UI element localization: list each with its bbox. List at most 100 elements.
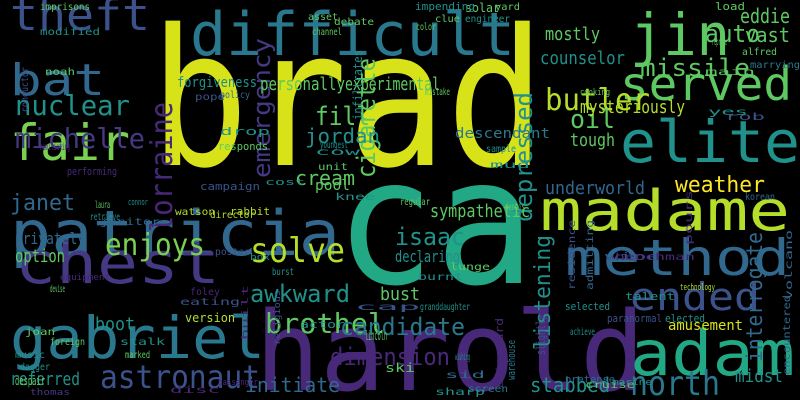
word: residence bbox=[567, 220, 578, 290]
word: screen bbox=[468, 384, 508, 395]
word: rob bbox=[725, 112, 765, 123]
word: cow bbox=[315, 147, 362, 158]
word: sharp bbox=[435, 387, 485, 398]
word: encountered bbox=[782, 295, 793, 375]
word: lunge bbox=[450, 262, 490, 273]
word: equipment bbox=[60, 273, 110, 283]
word: paranormal bbox=[607, 312, 662, 325]
word: personally bbox=[260, 74, 345, 95]
word: michelle bbox=[15, 122, 145, 155]
word: retrieve bbox=[90, 212, 120, 223]
word: despair bbox=[15, 374, 45, 388]
word: performing bbox=[67, 165, 117, 178]
word: mistake bbox=[425, 87, 450, 98]
word: pours bbox=[684, 190, 695, 245]
word: built bbox=[241, 285, 251, 340]
word: eating bbox=[180, 297, 240, 308]
word: disc bbox=[170, 385, 220, 396]
word: ended bbox=[630, 275, 760, 319]
word: weather bbox=[675, 173, 765, 198]
word: laura bbox=[95, 200, 110, 211]
word: asset bbox=[308, 12, 338, 23]
word: harold bbox=[255, 288, 645, 400]
word: madame bbox=[540, 179, 790, 244]
word: watson bbox=[175, 207, 215, 218]
word: devise bbox=[50, 284, 65, 295]
word: brothel bbox=[265, 307, 385, 340]
word: butler bbox=[545, 83, 650, 118]
word: connor bbox=[128, 198, 148, 208]
word: load bbox=[715, 0, 745, 13]
word: engineer bbox=[465, 14, 510, 25]
word: method bbox=[565, 229, 790, 287]
word: humiliating bbox=[40, 142, 70, 153]
word: thomas bbox=[30, 388, 70, 398]
word: gabriel bbox=[10, 304, 265, 372]
word: conductor bbox=[20, 67, 31, 112]
word: marked bbox=[125, 350, 150, 361]
word: pope bbox=[195, 92, 225, 103]
word: stalk bbox=[120, 337, 165, 348]
word: foley bbox=[190, 287, 220, 298]
word: marine bbox=[612, 378, 652, 388]
word: fill bbox=[315, 102, 370, 132]
word: declaring bbox=[395, 247, 460, 266]
word: pretense bbox=[565, 373, 615, 386]
word: korean bbox=[745, 192, 775, 203]
word: theft bbox=[10, 0, 150, 41]
word: cooking bbox=[580, 88, 610, 98]
word: brad bbox=[150, 0, 545, 210]
word: debate bbox=[334, 17, 374, 28]
word: patricia bbox=[10, 197, 340, 270]
word: depressed bbox=[510, 92, 538, 222]
word: forgiveness bbox=[177, 75, 257, 91]
word: oil bbox=[570, 105, 615, 135]
word: talent bbox=[625, 290, 675, 303]
word: imprisons bbox=[40, 2, 90, 13]
word: emergency bbox=[248, 38, 276, 178]
word: awkward bbox=[250, 280, 350, 308]
word: color bbox=[416, 22, 436, 33]
word: modified bbox=[40, 27, 100, 38]
word: candidate bbox=[340, 313, 465, 341]
word: cream bbox=[295, 166, 355, 190]
word: yes bbox=[708, 107, 748, 118]
word: solar bbox=[465, 1, 500, 15]
word: regular bbox=[400, 197, 430, 208]
word: boot bbox=[95, 314, 135, 335]
word: burnt bbox=[418, 272, 463, 283]
word: warehouse bbox=[505, 340, 518, 380]
word: isaac bbox=[395, 223, 465, 251]
word: infiltrates bbox=[351, 50, 365, 120]
word: interrogate bbox=[743, 232, 768, 362]
word: admitting bbox=[585, 220, 596, 290]
word: mysteriously bbox=[580, 97, 685, 118]
word: religious bbox=[273, 290, 283, 345]
word: elite bbox=[620, 108, 800, 176]
word: privately bbox=[15, 229, 85, 248]
word: policy bbox=[220, 90, 250, 101]
word: astronaut bbox=[100, 358, 260, 396]
word: lincoln bbox=[365, 329, 387, 344]
word: dimension bbox=[330, 343, 450, 371]
word: drop bbox=[220, 125, 270, 138]
word: missile bbox=[640, 54, 750, 82]
word: responds bbox=[218, 140, 268, 153]
word: henchman bbox=[615, 252, 695, 263]
word: version bbox=[185, 311, 235, 325]
word: music bbox=[15, 350, 45, 361]
word: lorraine bbox=[145, 102, 180, 232]
word: cost bbox=[265, 178, 305, 188]
word: sample bbox=[486, 144, 516, 155]
word: adam bbox=[630, 317, 795, 390]
word: experimental bbox=[345, 74, 440, 95]
word: amusement bbox=[668, 318, 743, 334]
word: actor bbox=[300, 318, 345, 331]
word: vast bbox=[745, 23, 790, 47]
word: wishing bbox=[455, 352, 470, 363]
word: clue bbox=[435, 14, 460, 25]
word: yard bbox=[495, 2, 520, 13]
word: ca bbox=[335, 122, 535, 325]
word: jin bbox=[630, 1, 730, 69]
